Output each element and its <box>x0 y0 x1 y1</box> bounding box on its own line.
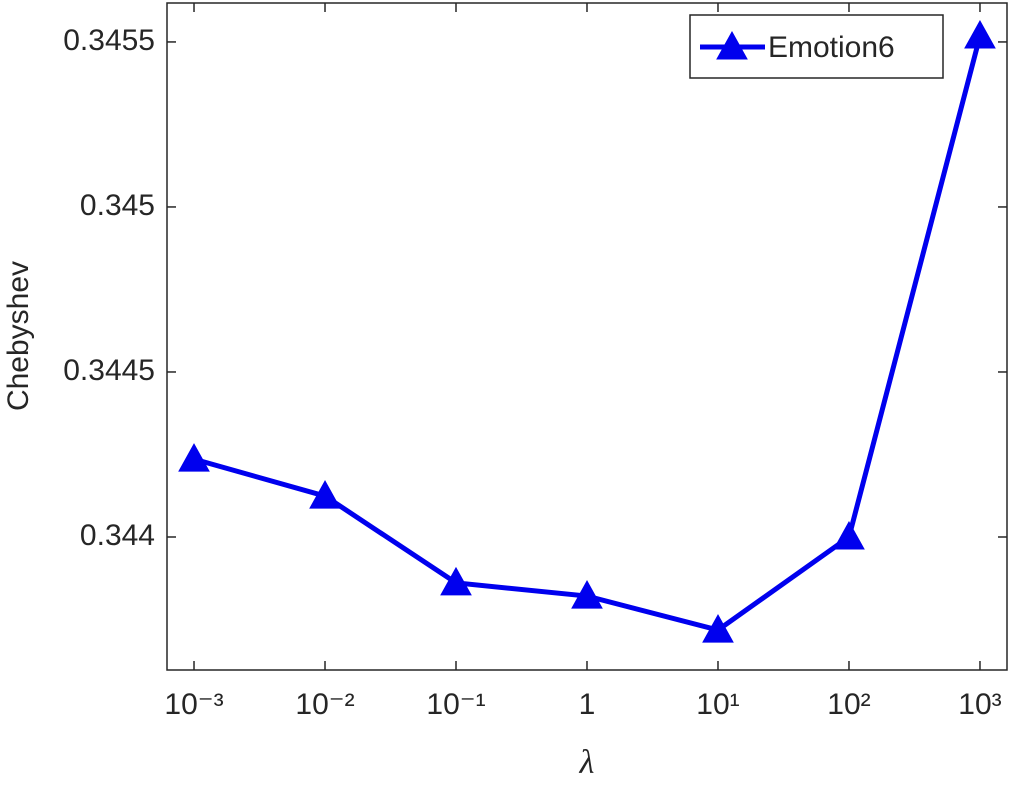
data-line <box>193 35 983 633</box>
y-tick-label: 0.344 <box>80 519 155 552</box>
y-tick-label: 0.3445 <box>63 354 155 387</box>
x-tick-label: 10⁻³ <box>164 688 223 721</box>
marker <box>833 520 865 550</box>
y-tick-label: 0.345 <box>80 189 155 222</box>
y-axis-label: Chebyshev <box>2 261 35 411</box>
x-tick-label: 10⁻² <box>295 688 354 721</box>
x-tick-label: 10⁻¹ <box>426 688 485 721</box>
marker <box>178 443 210 472</box>
marker <box>309 480 341 509</box>
x-axis-label: λ <box>579 744 595 781</box>
marker <box>964 19 996 49</box>
marker <box>571 580 603 609</box>
x-tick-label: 1 <box>579 688 596 721</box>
x-tick-label: 10³ <box>958 688 1001 721</box>
x-tick-label: 10² <box>827 688 870 721</box>
marker <box>702 614 734 643</box>
y-tick-label: 0.3455 <box>63 24 155 57</box>
legend-marker <box>716 30 748 60</box>
marker <box>440 566 472 596</box>
plot-frame <box>166 2 1008 671</box>
legend-label: Emotion6 <box>768 31 895 64</box>
x-tick-label: 10¹ <box>696 688 739 721</box>
